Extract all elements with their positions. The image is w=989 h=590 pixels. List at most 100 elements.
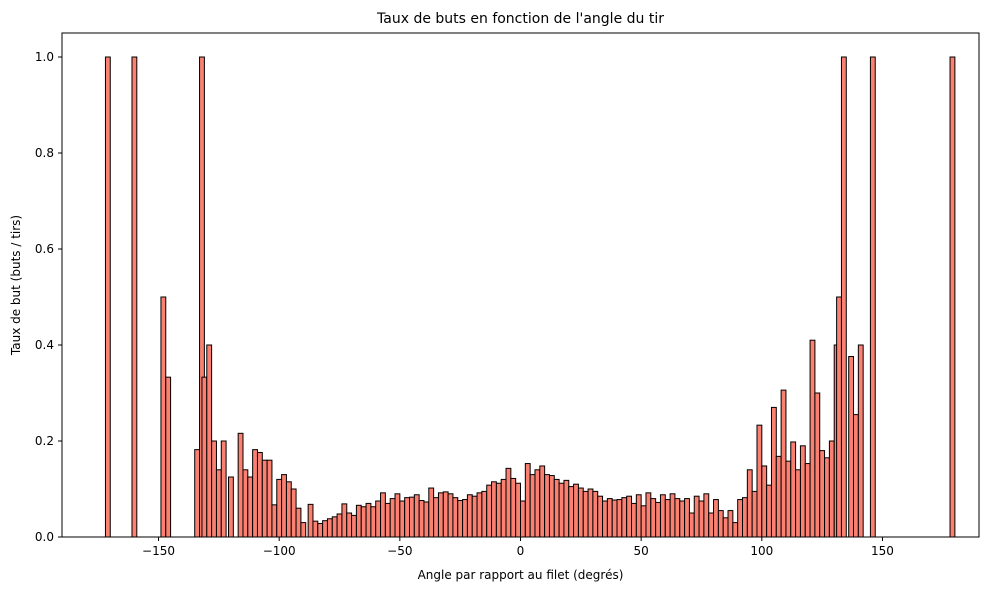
histogram-bar bbox=[790, 441, 797, 538]
histogram-bar bbox=[428, 487, 435, 538]
y-tick-label: 0.0 bbox=[35, 530, 54, 544]
histogram-bar bbox=[437, 492, 444, 538]
histogram-bar bbox=[722, 517, 729, 538]
histogram-bar bbox=[577, 487, 584, 538]
histogram-bar bbox=[404, 497, 411, 538]
histogram-bar bbox=[814, 392, 821, 538]
histogram-bar bbox=[597, 495, 604, 538]
histogram-bar bbox=[495, 482, 502, 538]
histogram-bar bbox=[949, 56, 956, 538]
histogram-bar bbox=[317, 523, 324, 538]
histogram-bar bbox=[261, 459, 268, 538]
histogram-bar bbox=[761, 465, 768, 538]
histogram-bar bbox=[799, 445, 806, 538]
histogram-bar bbox=[481, 490, 488, 538]
histogram-bar bbox=[220, 440, 227, 538]
histogram-bar bbox=[775, 455, 782, 538]
histogram-bar bbox=[616, 499, 623, 538]
histogram-bar bbox=[462, 499, 468, 538]
histogram-bar bbox=[650, 498, 657, 538]
histogram-bar bbox=[698, 500, 705, 538]
y-tick-label: 1.0 bbox=[35, 50, 54, 64]
histogram-bar bbox=[215, 469, 222, 538]
histogram-bar bbox=[413, 494, 420, 538]
histogram-bar bbox=[819, 450, 826, 538]
histogram-bar bbox=[751, 490, 758, 538]
histogram-bar bbox=[346, 512, 353, 538]
histogram-bar bbox=[568, 486, 575, 538]
histogram-bar bbox=[389, 498, 396, 538]
histogram-bar bbox=[582, 490, 589, 538]
histogram-bar bbox=[433, 497, 439, 538]
x-axis-label: Angle par rapport au filet (degrés) bbox=[418, 568, 624, 582]
histogram-bar bbox=[558, 482, 565, 538]
histogram-bar bbox=[795, 469, 801, 538]
histogram-bar bbox=[587, 488, 594, 538]
x-tick-label: 0 bbox=[517, 544, 525, 558]
histogram-bar bbox=[529, 474, 536, 538]
histogram-bar bbox=[307, 503, 314, 538]
histogram-bar bbox=[471, 495, 478, 538]
chart-title: Taux de buts en fonction de l'angle du t… bbox=[376, 11, 664, 27]
histogram-bar bbox=[611, 499, 618, 538]
histogram-bar bbox=[457, 500, 464, 538]
histogram-bar bbox=[669, 493, 676, 538]
histogram-bar bbox=[290, 488, 297, 538]
histogram-bar bbox=[534, 469, 541, 538]
x-tick-label: 150 bbox=[871, 544, 894, 558]
histogram-bar bbox=[524, 463, 531, 538]
histogram-bar bbox=[756, 424, 763, 538]
histogram-bar bbox=[848, 356, 855, 538]
histogram-bar bbox=[602, 500, 608, 538]
x-tick-label: 100 bbox=[750, 544, 773, 558]
histogram-bar bbox=[500, 478, 507, 538]
histogram-bar bbox=[194, 449, 201, 538]
histogram-bar bbox=[548, 475, 555, 538]
histogram-bar bbox=[271, 504, 278, 538]
histogram-bar bbox=[770, 406, 777, 538]
x-tick-label: 50 bbox=[634, 544, 649, 558]
histogram-bar bbox=[626, 495, 633, 538]
histogram-bar bbox=[836, 296, 842, 538]
histogram-bar bbox=[746, 469, 753, 538]
histogram-bar bbox=[553, 478, 560, 538]
histogram-bar bbox=[486, 484, 493, 538]
histogram-bar bbox=[573, 483, 579, 538]
histogram-bar bbox=[857, 344, 864, 538]
histogram-bar bbox=[674, 498, 681, 538]
histogram-bar bbox=[399, 500, 406, 538]
histogram-bar bbox=[336, 513, 343, 538]
histogram-bar bbox=[688, 512, 695, 538]
histogram-bar bbox=[717, 510, 724, 538]
histogram-bar bbox=[276, 478, 283, 538]
histogram-bar bbox=[869, 56, 876, 538]
histogram-bar bbox=[300, 522, 307, 538]
histogram-bar bbox=[341, 503, 348, 538]
histogram-bar bbox=[713, 499, 719, 538]
histogram-bar bbox=[351, 514, 357, 538]
histogram-bar bbox=[326, 518, 333, 538]
histogram-bar bbox=[380, 492, 386, 538]
x-tick-label: −50 bbox=[387, 544, 412, 558]
histogram-bar bbox=[331, 516, 338, 538]
histogram-bar bbox=[592, 490, 599, 538]
histogram-bar bbox=[780, 389, 787, 538]
histogram-bar bbox=[539, 465, 546, 538]
histogram-bar bbox=[256, 452, 263, 538]
histogram-bar bbox=[824, 457, 830, 538]
histogram-bar bbox=[476, 492, 483, 538]
histogram-bar bbox=[828, 440, 835, 538]
histogram-bar bbox=[621, 497, 628, 538]
histogram-bar bbox=[442, 491, 449, 538]
histogram-bar bbox=[247, 476, 254, 538]
histogram-bar bbox=[732, 522, 739, 538]
histogram-bar bbox=[809, 339, 816, 538]
histogram-bar bbox=[281, 474, 287, 538]
histogram-bar bbox=[742, 497, 748, 538]
histogram-bar bbox=[505, 467, 512, 538]
histogram-bar bbox=[447, 493, 454, 538]
histogram-bar bbox=[375, 500, 382, 538]
histogram-bar bbox=[655, 501, 661, 538]
histogram-bar bbox=[785, 460, 792, 538]
